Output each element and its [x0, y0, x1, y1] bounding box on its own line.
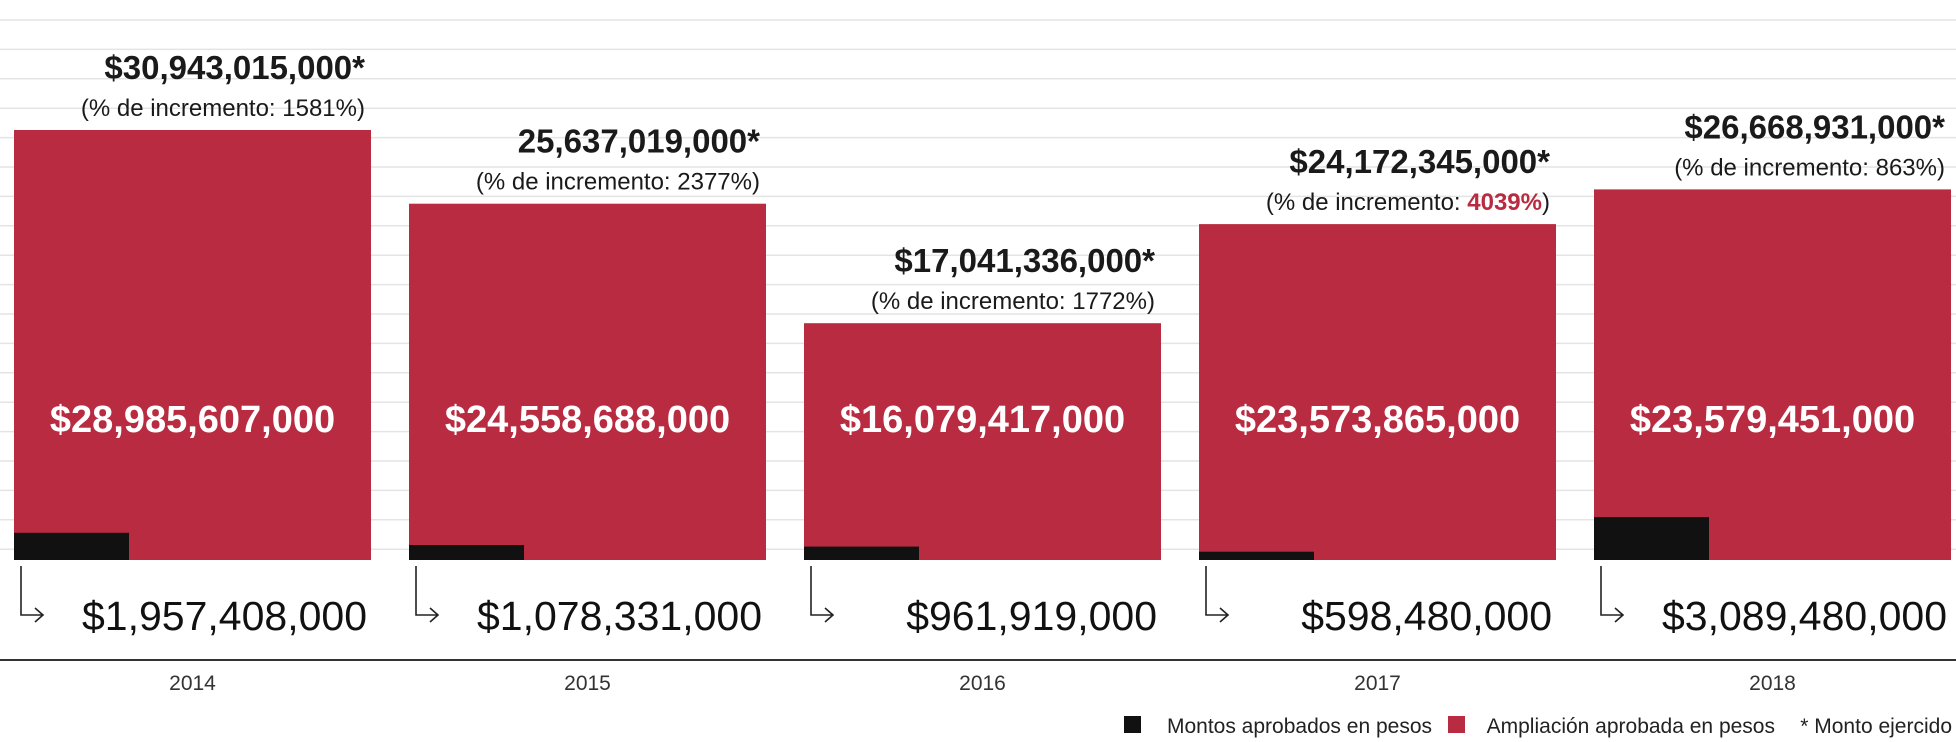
- ampliacion-value-label: $16,079,417,000: [840, 399, 1125, 441]
- legend-aprobado-swatch: [1124, 716, 1141, 733]
- bar-aprobado-2014: [14, 532, 129, 560]
- ampliacion-value-label: $23,573,865,000: [1235, 399, 1520, 441]
- x-tick-label: 2014: [169, 672, 216, 695]
- connector-arrow: [20, 566, 45, 623]
- total-value-label: $30,943,015,000*: [104, 49, 365, 86]
- ampliacion-value-label: $23,579,451,000: [1630, 399, 1915, 441]
- bar-ampliacion-2015: [409, 203, 766, 560]
- total-value-label: 25,637,019,000*: [518, 123, 760, 160]
- ampliacion-value-label: $24,558,688,000: [445, 399, 730, 441]
- increment-pct-label: (% de incremento: 1772%): [871, 288, 1155, 315]
- total-value-label: $17,041,336,000*: [894, 242, 1155, 279]
- increment-pct-label: (% de incremento: 2377%): [476, 169, 760, 196]
- legend-ampliacion-swatch: [1448, 716, 1465, 733]
- bar-ampliacion-2017: [1199, 224, 1556, 560]
- bar-aprobado-2017: [1199, 551, 1314, 560]
- connector-arrow: [1600, 566, 1625, 623]
- bar-aprobado-2016: [804, 546, 919, 560]
- legend: * Monto ejercido Ampliación aprobada en p…: [1124, 715, 1952, 738]
- bar-aprobado-2018: [1594, 517, 1709, 560]
- connector-arrow: [1205, 566, 1230, 623]
- aprobado-value-label: $1,078,331,000: [477, 593, 762, 639]
- ampliacion-value-label: $28,985,607,000: [50, 399, 335, 441]
- legend-ampliacion-label: Ampliación aprobada en pesos: [1487, 715, 1775, 738]
- bar-aprobado-2015: [409, 545, 524, 560]
- bar-ampliacion-2014: [14, 130, 371, 560]
- aprobado-value-label: $961,919,000: [906, 593, 1157, 639]
- connector-arrow: [415, 566, 440, 623]
- bar-ampliacion-2016: [804, 323, 1161, 560]
- increment-pct-label: (% de incremento: 4039%): [1266, 189, 1550, 216]
- total-value-label: $24,172,345,000*: [1289, 143, 1550, 180]
- aprobado-value-label: $598,480,000: [1301, 593, 1552, 639]
- x-tick-label: 2015: [564, 672, 611, 695]
- total-value-label: $26,668,931,000*: [1684, 108, 1945, 145]
- connector-arrow: [810, 566, 835, 623]
- increment-pct-label: (% de incremento: 863%): [1674, 154, 1945, 181]
- legend-aprobado-label: Montos aprobados en pesos: [1167, 715, 1432, 738]
- aprobado-value-label: $1,957,408,000: [82, 593, 367, 639]
- x-tick-label: 2017: [1354, 672, 1401, 695]
- bar-ampliacion-2018: [1594, 189, 1951, 560]
- x-tick-label: 2016: [959, 672, 1006, 695]
- increment-pct-label: (% de incremento: 1581%): [81, 95, 365, 122]
- x-tick-label: 2018: [1749, 672, 1796, 695]
- aprobado-value-label: $3,089,480,000: [1662, 593, 1947, 639]
- legend-ejercido: * Monto ejercido: [1800, 715, 1952, 738]
